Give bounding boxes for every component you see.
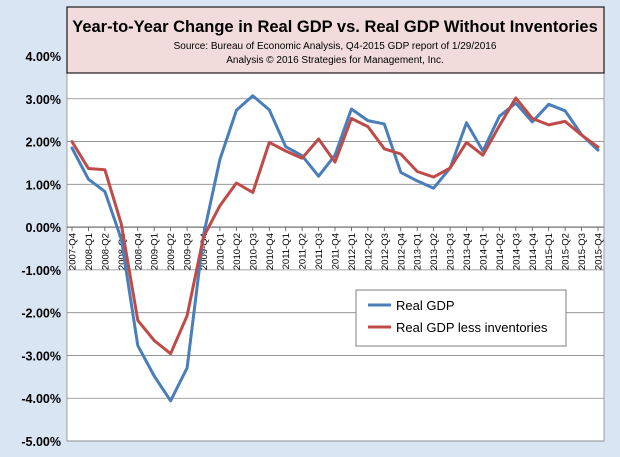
- y-tick-label: -4.00%: [21, 392, 61, 406]
- x-tick-label: 2011-Q1: [281, 233, 292, 269]
- x-tick-label: 2012-Q3: [380, 233, 391, 270]
- x-tick-label: 2009-Q4: [199, 233, 210, 270]
- x-tick-label: 2007-Q4: [68, 233, 79, 270]
- x-tick-label: 2015-Q2: [561, 233, 572, 270]
- y-tick-label: 1.00%: [26, 178, 61, 192]
- x-tick-label: 2009-Q2: [166, 233, 177, 270]
- x-tick-label: 2013-Q2: [429, 233, 440, 270]
- x-tick-label: 2015-Q4: [594, 233, 605, 270]
- y-tick-label: 2.00%: [26, 136, 61, 150]
- x-tick-label: 2008-Q1: [84, 233, 95, 270]
- x-tick-label: 2012-Q1: [347, 233, 358, 270]
- y-tick-label: -2.00%: [21, 307, 61, 321]
- y-tick-label: 4.00%: [26, 50, 61, 64]
- x-tick-label: 2010-Q1: [215, 233, 226, 270]
- x-tick-label: 2009-Q3: [183, 233, 194, 270]
- x-tick-label: 2013-Q1: [413, 233, 424, 270]
- legend-label-real-gdp-less-inventories: Real GDP less inventories: [396, 320, 548, 335]
- y-axis-labels: 4.00% 3.00% 2.00% 1.00% 0.00% -1.00% -2.00% -3.…: [21, 50, 61, 449]
- x-tick-label: 2008-Q2: [100, 233, 111, 270]
- x-tick-label: 2011-Q2: [298, 233, 309, 269]
- legend-frame: [355, 289, 567, 347]
- x-tick-label: 2012-Q2: [363, 233, 374, 270]
- x-tick-label: 2010-Q3: [248, 233, 259, 270]
- x-axis-labels: 2007-Q4 2008-Q1 2008-Q2 2008-Q3 2008-Q4 2009-…: [68, 227, 605, 270]
- x-tick-label: 2011-Q3: [314, 233, 325, 269]
- legend-label-real-gdp: Real GDP: [396, 298, 455, 313]
- x-tick-label: 2014-Q4: [528, 233, 539, 270]
- x-tick-label: 2013-Q4: [462, 233, 473, 270]
- x-tick-label: 2014-Q1: [478, 233, 489, 270]
- chart-title: Year-to-Year Change in Real GDP vs. Real…: [72, 18, 598, 36]
- x-tick-label: 2014-Q3: [511, 233, 522, 270]
- y-tick-label: -1.00%: [21, 264, 61, 278]
- x-tick-label: 2009-Q1: [150, 233, 161, 270]
- x-tick-label: 2010-Q4: [265, 233, 276, 270]
- x-tick-label: 2008-Q4: [133, 233, 144, 270]
- x-tick-label: 2012-Q4: [396, 233, 407, 270]
- series-lines: [70, 94, 600, 403]
- chart-subtitle-source: Source: Bureau of Economic Analysis, Q4-…: [174, 41, 497, 52]
- y-tick-label: -3.00%: [21, 349, 61, 363]
- x-tick-label: 2010-Q2: [232, 233, 243, 270]
- y-tick-label: 3.00%: [26, 93, 61, 107]
- x-tick-label: 2015-Q1: [544, 233, 555, 270]
- chart-subtitle-copyright: Analysis © 2016 Strategies for Managemen…: [226, 55, 443, 66]
- title-box-frame: [66, 6, 605, 74]
- x-tick-label: 2014-Q2: [495, 233, 506, 270]
- y-tick-label: 0.00%: [26, 221, 61, 235]
- x-tick-label: 2013-Q3: [446, 233, 457, 270]
- y-tick-label: -5.00%: [21, 435, 61, 449]
- series-line-real-gdp-less-inventories: [70, 96, 600, 356]
- x-tick-label: 2015-Q3: [577, 233, 588, 270]
- legend: Real GDP Real GDP less inventories: [355, 289, 567, 347]
- title-box: Year-to-Year Change in Real GDP vs. Real…: [66, 6, 605, 74]
- x-tick-label: 2011-Q4: [331, 233, 342, 269]
